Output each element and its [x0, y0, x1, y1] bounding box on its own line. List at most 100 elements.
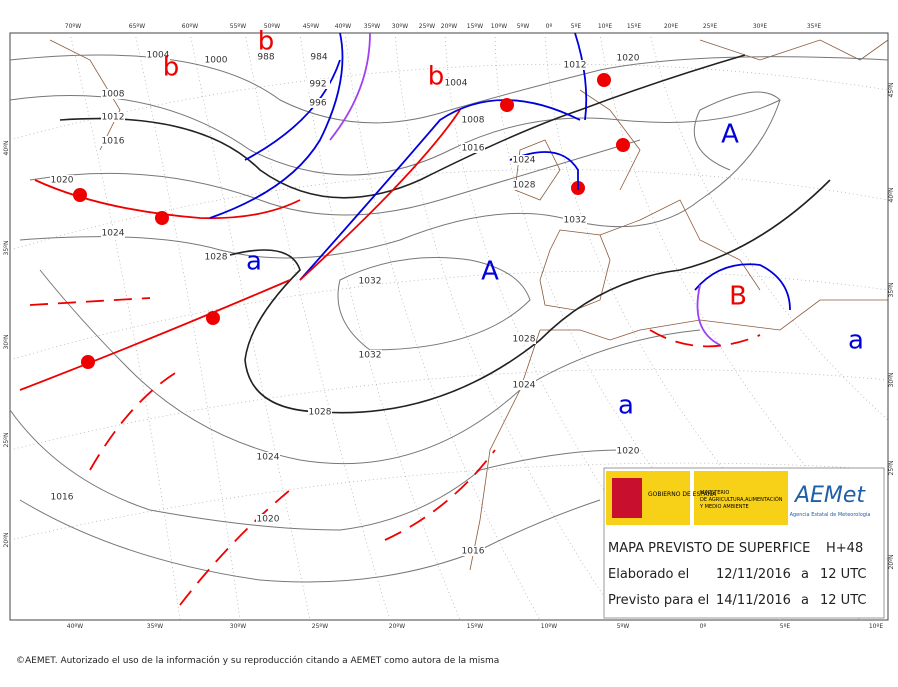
- isobar-label: 1004: [147, 51, 170, 61]
- top-coord: 50ºW: [264, 23, 280, 30]
- isobar-label: 1028: [513, 335, 536, 345]
- info-box: GOBIERNO DE ESPAÑA MINISTERIO DE AGRICUL…: [603, 467, 885, 619]
- right-coord: 35ºN: [888, 283, 895, 298]
- top-coord: 20ºE: [664, 23, 678, 30]
- top-coord: 20ºW: [441, 23, 457, 30]
- top-coord: 30ºE: [753, 23, 767, 30]
- isobar-label-bg: [512, 380, 536, 390]
- top-coord: 45ºW: [303, 23, 319, 30]
- top-coord: 35ºE: [807, 23, 821, 30]
- ministry-logo: [694, 471, 788, 525]
- coat-of-arms: [612, 478, 642, 518]
- pressure-center: b: [163, 53, 180, 83]
- isobar-label-bg: [563, 60, 587, 70]
- isobar-label: 1020: [617, 447, 640, 457]
- bottom-coord: 40ºW: [67, 623, 83, 630]
- bottom-coord: 5ºE: [780, 623, 791, 630]
- isobar-label-bg: [512, 155, 536, 165]
- left-coord: 35ºN: [3, 241, 10, 256]
- bottom-coord: 0º: [700, 623, 707, 630]
- right-coord: 45ºN: [888, 83, 895, 98]
- lead-time: H+48: [826, 541, 863, 556]
- right-coord: 40ºN: [888, 188, 895, 203]
- made-date: 12/11/2016: [716, 567, 791, 582]
- footer: ©AEMET. Autorizado el uso de la informac…: [16, 655, 499, 666]
- right-coord: 20ºN: [888, 555, 895, 570]
- map-title: MAPA PREVISTO DE SUPERFICE: [608, 541, 810, 556]
- pressure-center: A: [481, 257, 499, 287]
- right-coord: 25ºN: [888, 461, 895, 476]
- pressure-centers: b b b Aa A Ba a: [163, 27, 864, 421]
- isobar-label-bg: [101, 228, 125, 238]
- valid-date: 14/11/2016: [716, 593, 791, 608]
- isobar-label: 1012: [102, 113, 125, 123]
- bottom-coord: 10ºW: [541, 623, 557, 630]
- top-coord: 25ºW: [419, 23, 435, 30]
- made-label: Elaborado el: [608, 567, 689, 582]
- isobar-label-bg: [358, 276, 382, 286]
- isobar-label-bg: [444, 78, 468, 88]
- bottom-coord: 30ºW: [230, 623, 246, 630]
- isobar-label: 1004: [445, 79, 468, 89]
- ministry-text: DE AGRICULTURA,ALIMENTACIÓN: [700, 496, 783, 503]
- isobar-label-bg: [50, 492, 74, 502]
- pressure-center: a: [246, 247, 262, 277]
- isobar-label: 1032: [359, 351, 382, 361]
- isobar-label-bg: [461, 115, 485, 125]
- top-coord: 10ºW: [491, 23, 507, 30]
- left-coord: 25ºN: [3, 433, 10, 448]
- top-coord: 0º: [546, 23, 553, 30]
- isobar-label-bg: [256, 452, 280, 462]
- isobar-label-bg: [204, 55, 228, 65]
- isobar-labels: 1004 1000 988 984 992 996 1008 1012 1016 1020 1024…: [50, 50, 640, 557]
- isobar-label: 1032: [359, 277, 382, 287]
- top-coord: 5ºE: [571, 23, 582, 30]
- agency: Agencia Estatal de Meteorología: [790, 511, 871, 518]
- isobar-label-bg: [461, 143, 485, 153]
- isobars: [9, 54, 889, 583]
- bottom-coord: 5ºW: [617, 623, 630, 630]
- isobar-label-bg: [308, 407, 332, 417]
- top-coord: 65ºW: [129, 23, 145, 30]
- isobar-label: 996: [309, 99, 326, 109]
- left-coord: 20ºN: [3, 533, 10, 548]
- isobar-label: 1032: [564, 216, 587, 226]
- top-coord: 60ºW: [182, 23, 198, 30]
- right-coord: 30ºN: [888, 373, 895, 388]
- isobar-label: 1020: [51, 176, 74, 186]
- pressure-center: b: [428, 62, 445, 92]
- isobar-label-bg: [461, 546, 485, 556]
- bottom-coord: 15ºW: [467, 623, 483, 630]
- ministry-text: Y MEDIO AMBIENTE: [699, 504, 749, 510]
- isobar-label: 1016: [102, 137, 125, 147]
- isobar-label-bg: [512, 180, 536, 190]
- isobar-label: 1016: [462, 144, 485, 154]
- top-coord: 5ºW: [517, 23, 530, 30]
- isobar-label: 1020: [257, 515, 280, 525]
- top-coord: 40ºW: [335, 23, 351, 30]
- isobar-label: 1016: [462, 547, 485, 557]
- isobar-label: 1008: [102, 90, 125, 100]
- pressure-center: b: [258, 27, 275, 57]
- isobar-label-bg: [306, 79, 330, 89]
- top-coord: 55ºW: [230, 23, 246, 30]
- graticule: [9, 32, 889, 621]
- pressure-center: a: [848, 326, 864, 356]
- brand: AEMet: [793, 483, 866, 508]
- fronts: [19, 32, 791, 606]
- isobar-label: 1028: [205, 253, 228, 263]
- gov-text: GOBIERNO DE ESPAÑA: [648, 491, 717, 498]
- isobar-label-bg: [563, 215, 587, 225]
- top-coord: 35ºW: [364, 23, 380, 30]
- isobar-label: 988: [257, 53, 274, 63]
- isobar-label-bg: [50, 175, 74, 185]
- isobar-label-bg: [101, 136, 125, 146]
- valid-at: a: [801, 593, 809, 608]
- bottom-coord: 25ºW: [312, 623, 328, 630]
- isobar-label: 1000: [205, 56, 228, 66]
- coordinate-labels: 70ºW 65ºW 60ºW 55ºW 50ºW 45ºW 40ºW 35ºW 30ºW 25ºW…: [3, 23, 895, 630]
- isobar-label-bg: [101, 112, 125, 122]
- top-coord: 15ºE: [627, 23, 641, 30]
- isobar-label-bg: [616, 53, 640, 63]
